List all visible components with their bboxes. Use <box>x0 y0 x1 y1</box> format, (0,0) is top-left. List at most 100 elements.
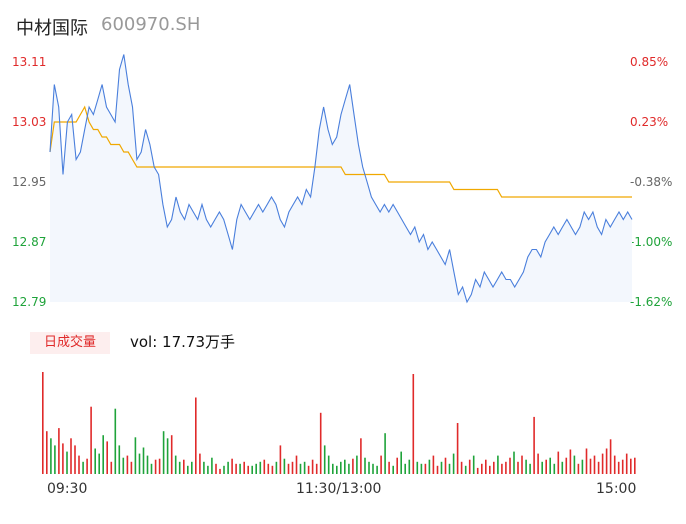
volume-bar <box>485 459 487 474</box>
volume-bar <box>146 455 149 474</box>
volume-bar <box>255 463 257 474</box>
volume-bar <box>247 465 249 474</box>
volume-bar <box>380 455 382 474</box>
volume-bar <box>267 463 270 474</box>
price-tick-label: 13.11 <box>12 55 47 69</box>
volume-bar <box>565 457 568 474</box>
volume-bar <box>537 453 539 474</box>
volume-bar <box>287 463 290 474</box>
volume-bar <box>569 449 572 474</box>
volume-bar <box>360 438 362 474</box>
volume-bar <box>62 443 64 474</box>
volume-bar <box>239 463 241 474</box>
volume-bar <box>416 461 419 474</box>
volume-bar <box>263 459 266 474</box>
volume-bar <box>621 459 624 474</box>
volume-bar <box>589 458 592 474</box>
time-label-close: 15:00 <box>596 481 637 497</box>
volume-bar <box>332 463 334 474</box>
pct-tick-label: -1.62% <box>630 295 673 309</box>
volume-bar <box>315 463 318 474</box>
volume-bar <box>388 461 390 474</box>
volume-bar <box>356 455 358 474</box>
volume-bar <box>585 448 588 474</box>
price-tick-label: 12.79 <box>12 295 47 309</box>
volume-bar <box>207 465 209 474</box>
volume-bar <box>219 468 221 474</box>
volume-bar <box>541 461 543 474</box>
volume-bar <box>195 397 197 474</box>
volume-bar <box>259 461 262 474</box>
volume-bar <box>122 457 125 474</box>
volume-badge: 日成交量 <box>30 332 110 354</box>
volume-bar <box>452 453 455 474</box>
volume-bar <box>74 445 76 474</box>
volume-bar <box>489 465 491 474</box>
volume-bar <box>364 457 366 474</box>
volume-bar <box>275 461 278 474</box>
volume-bar <box>581 459 584 474</box>
volume-bar <box>46 431 48 474</box>
volume-bar <box>58 428 60 474</box>
price-area <box>50 54 632 302</box>
volume-readout: vol: 17.73万手 <box>130 333 235 351</box>
volume-bar <box>126 455 129 474</box>
pct-tick-label: -0.38% <box>630 175 673 189</box>
volume-bar <box>191 461 193 474</box>
pct-tick-label: 0.85% <box>630 55 669 69</box>
volume-bar <box>396 457 398 474</box>
volume-bar <box>412 374 415 474</box>
volume-bar <box>158 458 161 474</box>
volume-bar <box>460 461 463 474</box>
volume-bar <box>235 463 237 474</box>
volume-bar <box>404 463 406 474</box>
volume-bar <box>634 457 636 474</box>
volume-bar <box>90 406 92 474</box>
volume-bar <box>54 445 56 474</box>
volume-bar <box>340 461 342 474</box>
volume-bar <box>464 465 467 474</box>
volume-bar <box>66 451 68 474</box>
volume-bar <box>106 441 108 474</box>
volume-bar <box>118 445 121 474</box>
volume-bar <box>533 416 535 474</box>
volume-bar <box>307 465 310 474</box>
volume-bar <box>376 465 378 474</box>
stock-name: 中材国际 <box>16 18 88 39</box>
volume-bar <box>440 461 443 474</box>
volume-bar <box>630 458 632 474</box>
volume-bar <box>154 459 157 474</box>
volume-bar <box>549 457 551 474</box>
volume-bar <box>86 458 88 474</box>
volume-bar <box>476 467 479 474</box>
volume-bar <box>497 455 499 474</box>
volume-bar <box>114 408 117 474</box>
volume-bar <box>456 423 459 474</box>
volume-bar <box>529 463 531 474</box>
volume-bar <box>42 372 44 474</box>
volume-bar <box>319 412 322 474</box>
volume-bar <box>505 461 507 474</box>
volume-bar <box>82 461 84 474</box>
volume-bar <box>545 459 547 474</box>
volume-bar <box>352 458 354 474</box>
volume-bar <box>98 453 100 474</box>
volume-bar <box>130 461 133 474</box>
volume-bar <box>299 463 302 474</box>
volume-bar <box>481 463 483 474</box>
volume-bar <box>436 465 439 474</box>
volume-bar <box>553 463 556 474</box>
volume-bar <box>227 461 229 474</box>
volume-bar <box>561 461 564 474</box>
volume-bar <box>501 463 503 474</box>
volume-bar <box>336 465 338 474</box>
volume-bar <box>174 455 177 474</box>
volume-bar <box>424 463 427 474</box>
volume-bar <box>597 461 600 474</box>
volume-bar <box>408 459 411 474</box>
volume-bar <box>283 458 286 474</box>
pct-tick-label: -1.00% <box>630 235 673 249</box>
volume-bar <box>291 461 294 474</box>
volume-bar <box>102 435 104 474</box>
volume-bar <box>617 461 620 474</box>
